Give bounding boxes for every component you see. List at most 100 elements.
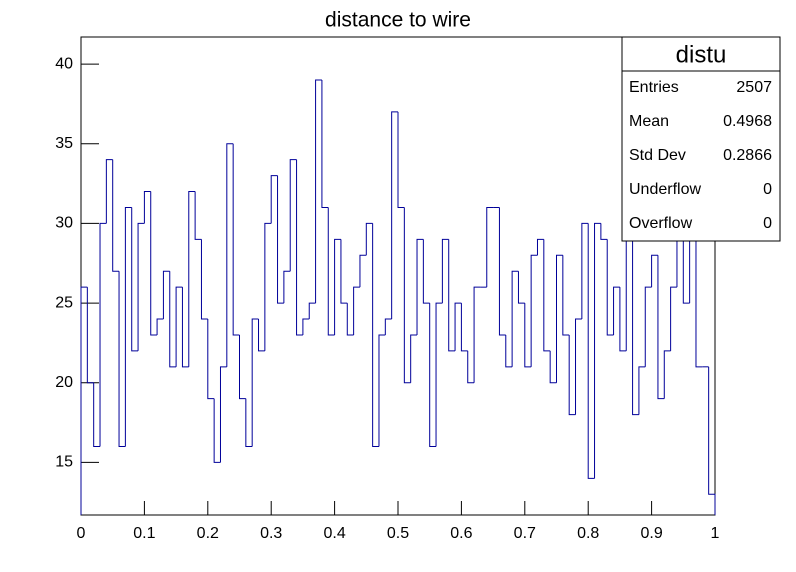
histogram-bin [143, 191, 151, 224]
histogram-bin [505, 334, 513, 368]
histogram-bin [486, 206, 494, 288]
histogram-bin [353, 286, 360, 335]
stats-value: 0 [763, 181, 772, 198]
histogram-bin [644, 286, 652, 367]
histogram-bin [498, 207, 506, 336]
histogram-bin [359, 254, 367, 288]
histogram-bin [460, 303, 468, 352]
stats-label: Mean [629, 113, 669, 130]
histogram-bin [391, 111, 398, 320]
x-tick-label: 0.8 [577, 525, 599, 542]
histogram-bin [575, 318, 582, 415]
stats-value: 2507 [736, 79, 772, 96]
histogram-bin [194, 191, 202, 240]
histogram-bin [289, 159, 297, 272]
histogram-bin [181, 287, 189, 368]
y-tick-label: 35 [55, 135, 73, 152]
y-tick-label: 40 [55, 55, 73, 72]
histogram-bin [410, 334, 418, 383]
histogram-bin [251, 318, 259, 447]
histogram-bin [549, 350, 557, 384]
stats-label: Underflow [629, 181, 701, 198]
histogram-bin [651, 254, 658, 288]
histogram-bin [169, 271, 177, 368]
histogram-bin [232, 143, 240, 336]
histogram-bin [264, 222, 272, 351]
histogram-bin [600, 223, 608, 240]
stats-title: distu [676, 41, 727, 68]
histogram-bin [517, 271, 525, 304]
x-tick-label: 0.5 [387, 525, 409, 542]
histogram-bin [594, 222, 601, 479]
x-tick-label: 0.3 [260, 525, 282, 542]
histogram-bin [587, 223, 595, 479]
histogram-bin [670, 286, 677, 351]
histogram-bin [156, 318, 164, 335]
histogram-bin [657, 255, 665, 400]
histogram-bin [511, 270, 519, 367]
histogram-bin [308, 302, 316, 320]
y-tick-label: 30 [55, 215, 73, 232]
histogram-bin [207, 319, 215, 400]
histogram-bin [562, 255, 570, 336]
histogram-bin [258, 319, 265, 352]
histogram-bin [162, 270, 170, 320]
histogram-bin [663, 350, 671, 399]
histogram-bin [175, 286, 183, 367]
x-tick-label: 1 [711, 525, 720, 542]
histogram-bin [365, 222, 373, 256]
y-tick-label: 15 [55, 454, 73, 471]
histogram-bin [226, 143, 234, 367]
x-tick-label: 0.1 [133, 525, 155, 542]
histogram-bin [188, 191, 196, 367]
stats-value: 0.4968 [723, 113, 772, 130]
stats-label: Overflow [629, 215, 693, 232]
histogram-bin [543, 239, 551, 352]
histogram-bin [429, 303, 437, 447]
histogram-bin [283, 270, 291, 304]
x-tick-label: 0.9 [640, 525, 662, 542]
histogram-bin [321, 80, 329, 208]
histogram-bin [334, 238, 341, 335]
stats-value: 0.2866 [723, 147, 772, 164]
histogram-bin [219, 366, 227, 463]
histogram-bin [245, 398, 253, 447]
histogram-bin [638, 366, 646, 415]
histogram-bin [378, 334, 386, 447]
histogram-bin [536, 238, 544, 256]
x-tick-label: 0.4 [323, 525, 345, 542]
histogram-bin [530, 254, 538, 367]
histogram-bin [99, 222, 107, 447]
histogram-bin [384, 318, 392, 335]
histogram-bin [467, 350, 475, 384]
histogram-bin [137, 222, 145, 351]
histogram-bin [80, 286, 88, 515]
histogram-bin [613, 286, 620, 335]
x-tick-label: 0 [77, 525, 86, 542]
histogram-bin [676, 238, 684, 288]
histogram-bin [86, 287, 94, 384]
histogram-bin [277, 175, 284, 304]
histogram-bin [302, 318, 310, 335]
histogram-bin [315, 79, 322, 304]
histogram-bin [632, 223, 639, 416]
histogram-bin [105, 159, 113, 224]
histogram-bin [606, 239, 614, 336]
histogram-bin [416, 238, 424, 335]
histogram-bin [340, 239, 348, 304]
stats-label: Entries [629, 79, 679, 96]
histogram-bin [93, 382, 101, 447]
histogram-bin [708, 366, 716, 515]
histogram-bin [625, 222, 633, 351]
histogram-bin [118, 271, 126, 447]
histogram-bin [327, 207, 335, 336]
stats-value: 0 [763, 215, 772, 232]
histogram-bin [581, 222, 589, 320]
histogram-bin [619, 287, 627, 352]
stats-label: Std Dev [629, 147, 686, 164]
histogram-bin [346, 303, 354, 336]
histogram-bin [524, 303, 532, 368]
histogram-bin [695, 223, 703, 368]
histogram-bin [213, 398, 221, 463]
